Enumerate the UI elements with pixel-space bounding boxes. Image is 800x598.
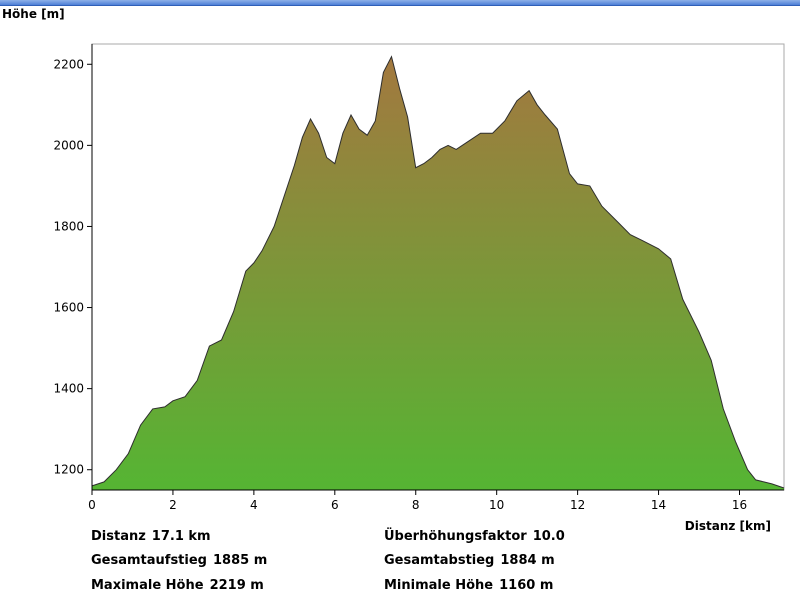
y-tick-label: 1800 — [53, 219, 84, 233]
y-axis-title: Höhe [m] — [2, 7, 65, 21]
x-tick-label: 10 — [489, 498, 504, 512]
x-tick-label: 16 — [732, 498, 747, 512]
x-tick-label: 0 — [88, 498, 96, 512]
y-tick-label: 2200 — [53, 57, 84, 71]
window-title-bar — [0, 0, 800, 6]
elevation-line — [91, 55, 785, 489]
y-tick-label: 1600 — [53, 301, 84, 315]
x-tick-label: 4 — [250, 498, 258, 512]
x-axis-title: Distanz [km] — [685, 519, 771, 533]
elevation-area — [92, 56, 784, 490]
x-tick-label: 8 — [412, 498, 420, 512]
y-tick-label: 1400 — [53, 382, 84, 396]
y-tick-label: 2000 — [53, 138, 84, 152]
x-tick-label: 6 — [331, 498, 339, 512]
y-tick-label: 1200 — [53, 463, 84, 477]
x-tick-label: 2 — [169, 498, 177, 512]
x-tick-label: 14 — [651, 498, 666, 512]
x-tick-label: 12 — [570, 498, 585, 512]
